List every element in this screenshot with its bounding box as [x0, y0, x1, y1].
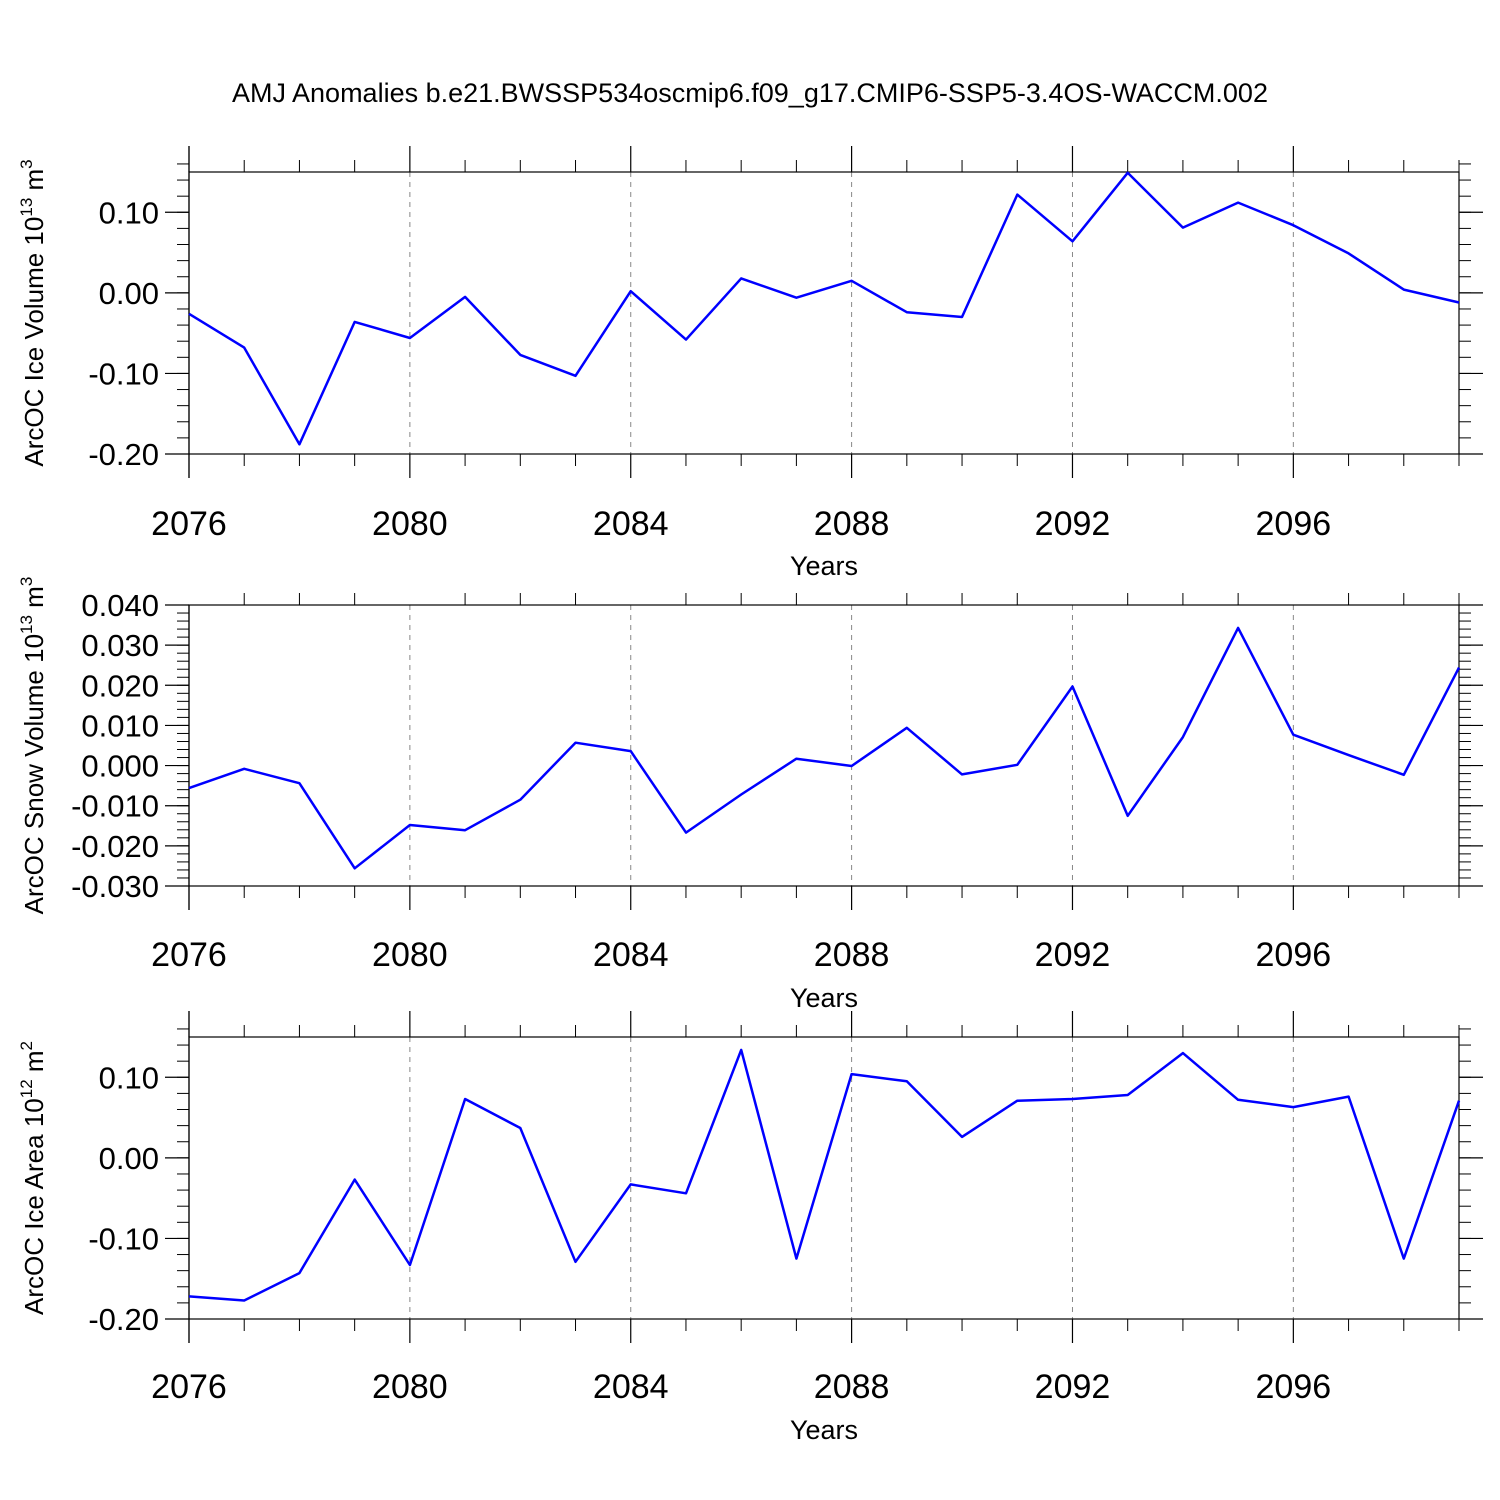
x-tick-label: 2096 [1256, 505, 1332, 543]
y-tick-label: 0.040 [81, 588, 159, 623]
x-axis-label: Years [790, 1415, 858, 1445]
y-tick-label: 0.030 [81, 628, 159, 663]
x-tick-label: 2092 [1035, 1368, 1111, 1406]
y-axis-label: ArcOC Snow Volume 1013 m3 [17, 577, 49, 915]
y-axis-label: ArcOC Ice Volume 1013 m3 [17, 159, 49, 466]
x-tick-label: 2088 [814, 936, 890, 974]
y-tick-label: 0.10 [99, 195, 159, 230]
y-tick-label: -0.10 [88, 1221, 159, 1256]
x-tick-label: 2080 [372, 1368, 448, 1406]
y-axis-label: ArcOC Ice Area 1012 m2 [17, 1041, 49, 1315]
y-tick-label: 0.00 [99, 1141, 159, 1176]
x-tick-label: 2092 [1035, 936, 1111, 974]
y-tick-label: -0.020 [71, 829, 159, 864]
x-tick-label: 2096 [1256, 1368, 1332, 1406]
y-tick-label: -0.20 [88, 437, 159, 472]
y-tick-label: -0.10 [88, 356, 159, 391]
x-tick-label: 2076 [151, 1368, 227, 1406]
x-axis-label: Years [790, 983, 858, 1013]
chart-panel-ice-area: 2076 2080 2084 2088 2092 2096 -0.20 -0.10 0.00 0.… [17, 1011, 1483, 1445]
chart-title: AMJ Anomalies b.e21.BWSSP534oscmip6.f09_… [232, 78, 1268, 108]
y-tick-label: -0.20 [88, 1302, 159, 1337]
y-tick-label: 0.010 [81, 708, 159, 743]
x-tick-label: 2080 [372, 936, 448, 974]
plot-frame [188, 1036, 1460, 1320]
x-axis-label: Years [790, 551, 858, 581]
series-line [188, 171, 1460, 446]
y-tick-label: 0.000 [81, 749, 159, 784]
chart-panel-snow-volume: 2076 2080 2084 2088 2092 2096 -0.030 -0.020 -0.0… [17, 577, 1483, 1013]
x-tick-label: 2084 [593, 1368, 669, 1406]
x-tick-label: 2092 [1035, 505, 1111, 543]
plot-frame [188, 604, 1460, 887]
y-tick-label: -0.010 [71, 789, 159, 824]
x-tick-label: 2076 [151, 936, 227, 974]
x-tick-label: 2088 [814, 1368, 890, 1406]
series-line [188, 1048, 1461, 1302]
y-tick-label: -0.030 [71, 869, 159, 904]
y-tick-label: 0.10 [99, 1060, 159, 1095]
x-tick-label: 2076 [151, 505, 227, 543]
series-line [188, 626, 1461, 870]
x-tick-label: 2084 [593, 936, 669, 974]
x-tick-label: 2088 [814, 505, 890, 543]
x-tick-label: 2080 [372, 505, 448, 543]
chart-panel-ice-volume: 2076 2080 2084 2088 2092 2096 -0.20 -0.10 0.00 0.… [17, 146, 1483, 581]
y-tick-label: 0.020 [81, 668, 159, 703]
y-tick-label: 0.00 [99, 276, 159, 311]
x-tick-label: 2096 [1256, 936, 1332, 974]
x-tick-label: 2084 [593, 505, 669, 543]
